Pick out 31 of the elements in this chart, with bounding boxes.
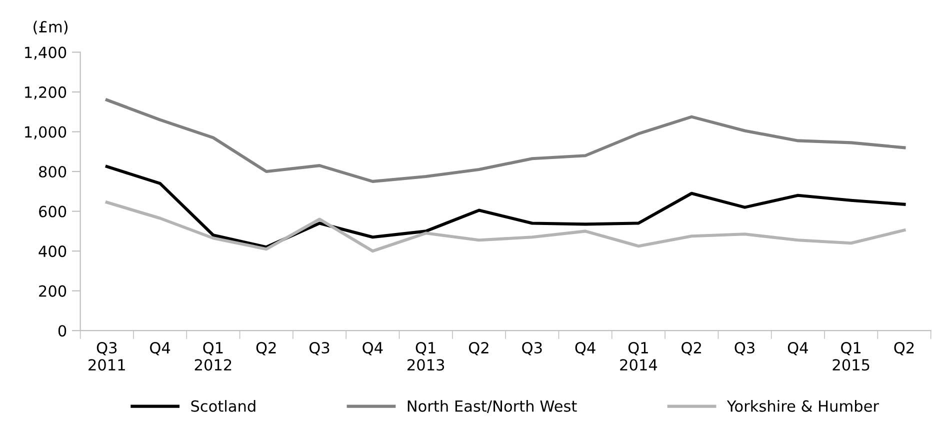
y-tick-label: 600 xyxy=(39,206,66,218)
y-tick-label: 0 xyxy=(58,325,66,337)
x-tick-label: Q3 xyxy=(522,342,542,356)
x-tick-label: Q1 2013 xyxy=(408,342,444,371)
x-tick-label: Q2 xyxy=(256,342,276,356)
y-tick-label: 400 xyxy=(38,246,66,258)
x-tick-label: Q2 xyxy=(894,342,914,356)
y-tick-label: 1,000 xyxy=(25,126,66,140)
x-tick-label: Q1 2015 xyxy=(832,342,870,371)
line-series xyxy=(105,165,906,249)
legend-label: North East/North West xyxy=(408,400,577,414)
x-tick-label: Q3 2011 xyxy=(88,342,125,371)
legend-label: Yorkshire & Humber xyxy=(726,400,879,412)
line-series xyxy=(105,98,906,183)
x-tick-label: Q4 xyxy=(362,342,383,356)
x-tick-label: Q2 xyxy=(682,342,701,356)
y-tick-label: 1,200 xyxy=(25,86,66,100)
x-tick-label: Q1 2012 xyxy=(194,342,232,371)
x-tick-label: Q1 2014 xyxy=(620,342,658,371)
y-tick-label: 200 xyxy=(39,285,66,297)
line-series xyxy=(105,200,906,253)
x-tick-label: Q4 xyxy=(575,342,596,356)
x-tick-label: Q4 xyxy=(788,342,808,356)
legend-label: Scotland xyxy=(191,400,256,412)
x-tick-label: Q4 xyxy=(150,342,170,356)
y-tick-label: 800 xyxy=(39,166,66,178)
y-tick-label: 1,400 xyxy=(25,46,66,60)
y-axis-title: (£m) xyxy=(34,20,68,34)
x-tick-label: Q3 xyxy=(734,342,754,356)
x-tick-label: Q2 xyxy=(468,342,488,356)
x-tick-label: Q3 xyxy=(310,342,330,356)
